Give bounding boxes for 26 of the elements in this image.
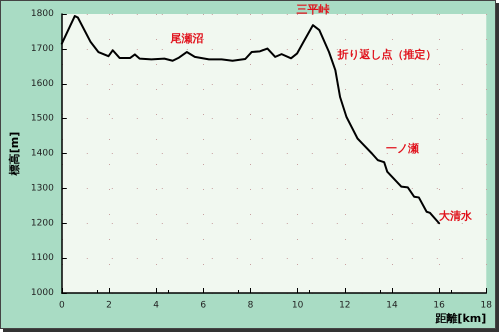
x-tick-label: 10	[292, 300, 304, 310]
y-tick-label: 1600	[30, 78, 54, 89]
x-tick-label: 0	[58, 300, 65, 310]
x-tick-label: 4	[153, 300, 160, 310]
x-tick-label: 12	[339, 300, 351, 310]
y-tick-label: 1800	[30, 9, 54, 19]
annotation: 折り返し点（推定）	[336, 48, 436, 62]
x-tick-label: 16	[433, 300, 446, 310]
y-tick-label: 1200	[30, 218, 54, 228]
y-tick-label: 1500	[30, 114, 54, 124]
x-tick-label: 2	[106, 300, 112, 310]
y-tick-label: 1100	[30, 253, 54, 264]
annotation: 尾瀬沼	[169, 32, 204, 46]
annotation: 三平峠	[296, 3, 330, 16]
x-axis-title: 距離[km]	[434, 312, 486, 325]
y-tick-label: 1300	[30, 183, 54, 194]
x-tick-label: 18	[480, 300, 492, 310]
annotation: 大清水	[439, 209, 474, 222]
y-tick-label: 1700	[30, 44, 54, 54]
x-tick-label: 6	[200, 300, 206, 310]
y-axis-title: 標高[m]	[8, 132, 21, 176]
x-tick-label: 8	[248, 300, 254, 310]
y-tick-label: 1000	[30, 288, 54, 298]
x-tick-label: 14	[386, 300, 398, 310]
y-tick-label: 1400	[30, 148, 54, 158]
annotation: 一ノ瀬	[386, 142, 419, 156]
